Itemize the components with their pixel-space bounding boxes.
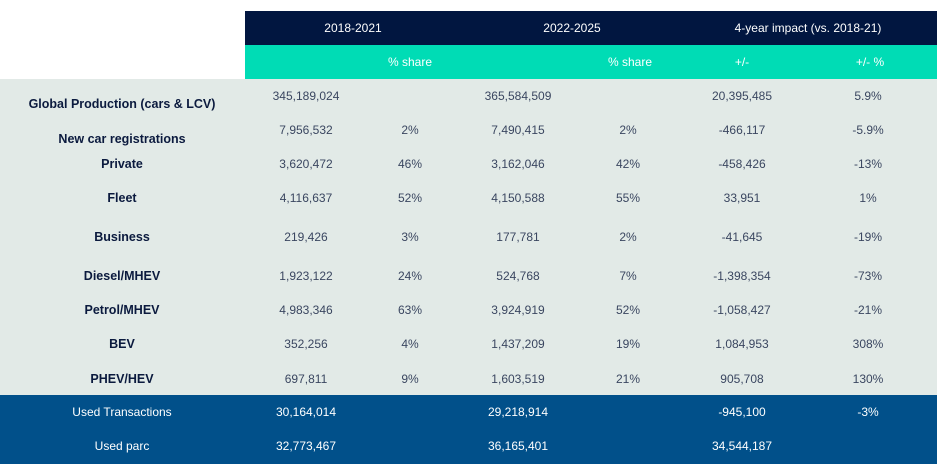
cell-d: 905,708 [720, 372, 764, 386]
cell-d: -1,398,354 [713, 269, 771, 283]
row-label: Global Production (cars & LCV) [28, 97, 216, 111]
cell-v1: 352,256 [284, 337, 328, 351]
header-impact: 4-year impact (vs. 2018-21) [734, 21, 882, 35]
row-label: Used Transactions [72, 405, 172, 419]
cell-d: -1,058,427 [713, 303, 771, 317]
subheader-share-1: % share [387, 55, 433, 69]
row-label: Private [101, 157, 143, 171]
cell-d: 34,544,187 [711, 439, 773, 453]
cell-v1: 697,811 [284, 372, 328, 386]
cell-s2: 7% [619, 269, 637, 283]
cell-s2: 19% [615, 337, 641, 351]
cell-v2: 524,768 [496, 269, 540, 283]
cell-d: -458,426 [718, 157, 766, 171]
cell-v2: 1,603,519 [491, 372, 545, 386]
cell-s1: 46% [397, 157, 423, 171]
cell-s2: 2% [619, 123, 637, 137]
row-label: Business [94, 230, 150, 244]
header-2022-2025: 2022-2025 [543, 21, 601, 35]
cell-v2: 29,218,914 [487, 405, 549, 419]
cell-dp: -13% [853, 157, 883, 171]
cell-s1: 9% [401, 372, 419, 386]
cell-s2: 55% [615, 191, 641, 205]
cell-d: 20,395,485 [711, 89, 773, 103]
cell-v1: 4,116,637 [279, 191, 333, 205]
cell-d: -41,645 [721, 230, 763, 244]
cell-dp: -5.9% [852, 123, 884, 137]
cell-v1: 7,956,532 [279, 123, 333, 137]
subheader-diff-pct: +/- % [855, 55, 885, 69]
cell-v2: 365,584,509 [484, 89, 552, 103]
subheader-diff: +/- [734, 55, 750, 69]
cell-d: 1,084,953 [715, 337, 769, 351]
cell-v2: 7,490,415 [491, 123, 545, 137]
cell-v2: 36,165,401 [487, 439, 549, 453]
cell-dp: -3% [857, 405, 879, 419]
cell-d: -466,117 [718, 123, 766, 137]
cell-s2: 52% [615, 303, 641, 317]
row-label: PHEV/HEV [90, 372, 154, 386]
row-label: Used parc [94, 439, 150, 453]
row-label: Fleet [107, 191, 137, 205]
row-label: Petrol/MHEV [84, 303, 160, 317]
header-2018-2021: 2018-2021 [324, 21, 382, 35]
cell-s2: 21% [615, 372, 641, 386]
cell-v1: 30,164,014 [275, 405, 337, 419]
cell-v2: 3,162,046 [491, 157, 545, 171]
subheader-share-2: % share [607, 55, 653, 69]
cell-s1: 2% [401, 123, 419, 137]
cell-dp: 1% [859, 191, 877, 205]
cell-v1: 345,189,024 [272, 89, 340, 103]
row-label: BEV [109, 337, 135, 351]
cell-v1: 4,983,346 [279, 303, 333, 317]
subheader-band [245, 45, 937, 79]
cell-dp: 5.9% [854, 89, 882, 103]
cell-dp: 130% [852, 372, 884, 386]
cell-v2: 3,924,919 [491, 303, 545, 317]
cell-d: -945,100 [718, 405, 766, 419]
cell-s2: 2% [619, 230, 637, 244]
row-label: New car registrations [58, 132, 186, 146]
cell-v2: 1,437,209 [491, 337, 545, 351]
cell-v2: 177,781 [496, 230, 540, 244]
table-footer [0, 395, 937, 464]
cell-s1: 52% [397, 191, 423, 205]
header-band [245, 11, 937, 45]
cell-dp: 308% [852, 337, 884, 351]
cell-v1: 1,923,122 [279, 269, 333, 283]
cell-s1: 4% [401, 337, 419, 351]
cell-v2: 4,150,588 [491, 191, 545, 205]
row-label: Diesel/MHEV [83, 269, 161, 283]
cell-dp: -73% [853, 269, 883, 283]
cell-dp: -21% [853, 303, 883, 317]
cell-s1: 3% [401, 230, 419, 244]
cell-v1: 32,773,467 [275, 439, 337, 453]
cell-s1: 24% [397, 269, 423, 283]
cell-d: 33,951 [723, 191, 761, 205]
cell-dp: -19% [853, 230, 883, 244]
cell-v1: 219,426 [284, 230, 328, 244]
cell-s1: 63% [397, 303, 423, 317]
cell-s2: 42% [615, 157, 641, 171]
table-body [0, 79, 937, 395]
cell-v1: 3,620,472 [279, 157, 333, 171]
